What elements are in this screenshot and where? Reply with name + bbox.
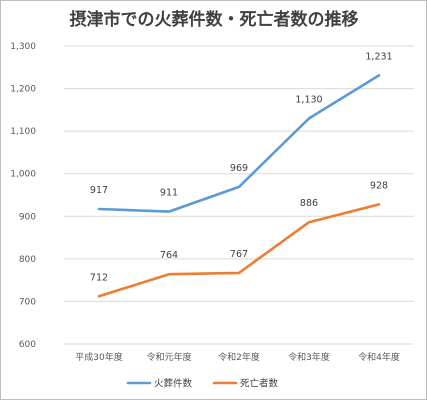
y-tick-label: 800: [19, 255, 36, 265]
y-tick-label: 1,200: [10, 85, 36, 95]
data-label: 928: [370, 180, 388, 191]
data-label: 1,130: [295, 94, 322, 105]
data-label: 767: [230, 249, 248, 260]
data-label: 764: [160, 250, 178, 261]
data-label: 911: [160, 188, 178, 199]
x-tick-label: 令和4年度: [358, 351, 400, 363]
y-tick-label: 900: [19, 212, 36, 222]
x-tick-label: 令和元年度: [146, 351, 191, 363]
data-label: 1,231: [365, 51, 392, 62]
series-line-1: [99, 75, 379, 211]
x-tick-label: 令和2年度: [218, 351, 260, 363]
data-label: 886: [300, 198, 318, 209]
y-tick-label: 600: [19, 340, 36, 350]
legend-label: 死亡者数: [240, 378, 279, 390]
x-tick-label: 令和3年度: [288, 351, 330, 363]
chart-title: 摂津市での火葬件数・死亡者数の推移: [70, 9, 359, 30]
y-tick-label: 1,000: [10, 170, 36, 180]
y-tick-label: 1,300: [10, 42, 36, 52]
data-label: 917: [90, 185, 108, 196]
x-tick-label: 平成30年度: [75, 351, 122, 363]
legend-label: 火葬件数: [154, 378, 193, 390]
y-tick-label: 1,100: [10, 127, 36, 137]
data-label: 712: [90, 272, 108, 283]
y-tick-label: 700: [19, 297, 36, 307]
data-label: 969: [230, 163, 248, 174]
